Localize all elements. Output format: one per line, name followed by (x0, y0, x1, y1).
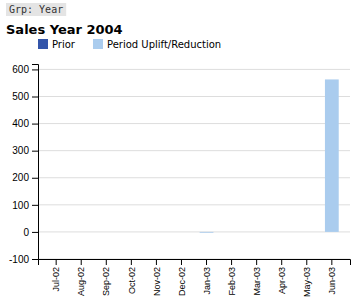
tick: 600 (12, 64, 38, 75)
tick-label: Mar-03 (252, 267, 262, 296)
bar (74, 231, 88, 232)
tick: 0 (23, 227, 38, 238)
tick-mark (281, 259, 282, 265)
bar (99, 231, 113, 232)
bar (175, 231, 189, 232)
tick-mark (156, 259, 157, 265)
tick: May-03 (302, 259, 312, 297)
tick-mark (32, 69, 38, 70)
tick-label: 500 (12, 91, 29, 102)
tick-mark (331, 259, 332, 265)
legend: Prior Period Uplift/Reduction (38, 39, 221, 50)
tick-label: Jul-02 (51, 267, 61, 292)
axis-line (39, 260, 351, 266)
tick: Feb-03 (227, 259, 237, 296)
legend-label: Prior (52, 39, 76, 50)
tick-label: 200 (12, 172, 29, 183)
chart: Grp: Year Sales Year 2004 Prior Period Upli… (0, 0, 362, 299)
legend-item: Period Uplift/Reduction (93, 39, 221, 50)
tick-mark (32, 178, 38, 179)
tick: Sep-02 (101, 259, 111, 296)
title: Sales Year 2004 (6, 22, 123, 37)
bar (250, 231, 264, 232)
tick-mark (131, 259, 132, 265)
tick: 300 (12, 145, 38, 156)
tick-mark (206, 259, 207, 265)
bar (225, 231, 239, 232)
subtitle-group: Grp: Year (6, 3, 66, 16)
plot: -100 0 100 200 300 400 500 600 Jul-02 Aug-02 Sep-0… (9, 64, 351, 297)
subtitle-background (6, 3, 66, 16)
grid (38, 69, 350, 259)
bar (325, 79, 339, 231)
bar (150, 231, 164, 232)
tick-label: Nov-02 (152, 267, 162, 296)
tick-mark (32, 205, 38, 206)
grid-line (38, 69, 350, 70)
bars (200, 79, 339, 232)
tick-label: 300 (12, 145, 29, 156)
bar (200, 231, 214, 233)
tick-mark (256, 259, 257, 265)
tick-label: Jun-03 (327, 267, 337, 295)
legend-swatch (38, 39, 48, 49)
bar (49, 231, 63, 232)
legend-label: Period Uplift/Reduction (107, 39, 221, 50)
grid-line (38, 231, 350, 232)
tick: Aug-02 (76, 259, 86, 296)
legend-swatch (93, 39, 103, 49)
tick-mark (56, 259, 57, 265)
tick-label: Apr-03 (277, 267, 287, 294)
tick-label: Feb-03 (227, 267, 237, 296)
tick-label: 400 (12, 118, 29, 129)
tick: 400 (12, 118, 38, 129)
tick-label: May-03 (302, 267, 312, 297)
tick: 200 (12, 172, 38, 183)
tick: Jul-02 (51, 259, 61, 292)
tick: Dec-02 (177, 259, 187, 296)
grid-line (38, 123, 350, 124)
grid-line (38, 96, 350, 97)
tick-label: Aug-02 (76, 267, 86, 296)
axis-line (32, 65, 39, 260)
tick: 500 (12, 91, 38, 102)
tick-mark (306, 259, 307, 265)
legend-item: Prior (38, 39, 76, 50)
tick: -100 (9, 254, 38, 265)
tick-mark (32, 232, 38, 233)
tick-label: Dec-02 (177, 267, 187, 296)
grid-line (38, 150, 350, 151)
grid-line (38, 204, 350, 205)
tick-label: -100 (9, 254, 29, 265)
bar (275, 231, 289, 232)
tick-label: 0 (23, 227, 29, 238)
tick-mark (32, 151, 38, 152)
tick: Jun-03 (327, 259, 337, 295)
subtitle: Grp: Year (9, 4, 63, 15)
tick-label: 100 (12, 200, 29, 211)
tick-mark (106, 259, 107, 265)
grid-line (38, 177, 350, 178)
tick-label: 600 (12, 64, 29, 75)
tick-label: Sep-02 (101, 267, 111, 296)
tick-mark (81, 259, 82, 265)
tick-mark (181, 259, 182, 265)
tick-mark (32, 259, 38, 260)
x-axis: Jul-02 Aug-02 Sep-02 Oct-02 Nov-02 Dec-02 Jan-… (39, 259, 351, 297)
tick: Oct-02 (126, 259, 136, 294)
tick-mark (231, 259, 232, 265)
bar (124, 231, 138, 232)
y-axis: -100 0 100 200 300 400 500 600 (9, 64, 39, 265)
tick-mark (32, 124, 38, 125)
tick: 100 (12, 200, 38, 211)
tick-label: Oct-02 (126, 267, 136, 294)
tick: Apr-03 (277, 259, 287, 294)
tick: Jan-03 (202, 259, 212, 295)
bar (300, 231, 314, 232)
tick-label: Jan-03 (202, 267, 212, 295)
tick-mark (32, 97, 38, 98)
tick: Mar-03 (252, 259, 262, 296)
tick: Nov-02 (152, 259, 162, 296)
